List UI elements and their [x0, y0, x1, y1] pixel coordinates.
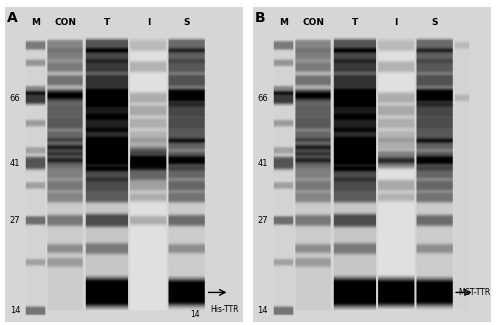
Text: I: I [147, 18, 150, 27]
Text: B: B [255, 11, 266, 25]
Text: His-TTR: His-TTR [210, 305, 239, 314]
Text: 14: 14 [10, 306, 20, 315]
Text: S: S [184, 18, 190, 27]
Text: I: I [394, 18, 398, 27]
Text: S: S [431, 18, 438, 27]
Text: CON: CON [54, 18, 76, 27]
Text: T: T [352, 18, 358, 27]
Text: M: M [279, 18, 288, 27]
Text: 41: 41 [258, 159, 268, 168]
Text: CON: CON [302, 18, 324, 27]
Text: T: T [104, 18, 110, 27]
Text: 27: 27 [258, 216, 268, 225]
Text: 27: 27 [10, 216, 20, 225]
Text: 66: 66 [10, 94, 20, 103]
Text: 14: 14 [190, 310, 200, 319]
Text: 14: 14 [258, 306, 268, 315]
Text: 41: 41 [10, 159, 20, 168]
Text: 66: 66 [257, 94, 268, 103]
Text: A: A [8, 11, 18, 25]
Text: MCT-TTR: MCT-TTR [458, 288, 490, 297]
Text: M: M [32, 18, 40, 27]
